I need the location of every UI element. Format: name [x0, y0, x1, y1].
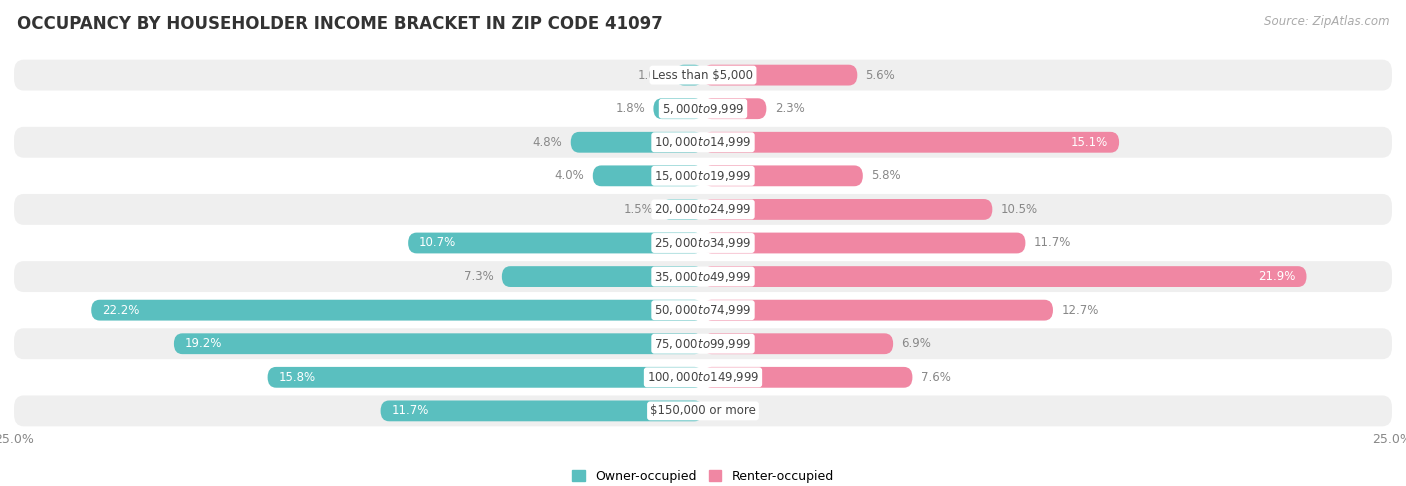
Text: 1.5%: 1.5%	[624, 203, 654, 216]
Text: 4.0%: 4.0%	[555, 169, 585, 182]
Text: 2.3%: 2.3%	[775, 102, 804, 115]
Text: 1.0%: 1.0%	[637, 69, 668, 82]
FancyBboxPatch shape	[14, 60, 1392, 90]
Text: OCCUPANCY BY HOUSEHOLDER INCOME BRACKET IN ZIP CODE 41097: OCCUPANCY BY HOUSEHOLDER INCOME BRACKET …	[17, 15, 662, 33]
Text: 7.6%: 7.6%	[921, 371, 950, 384]
Text: 10.5%: 10.5%	[1001, 203, 1038, 216]
FancyBboxPatch shape	[14, 328, 1392, 359]
Text: 12.7%: 12.7%	[1062, 304, 1098, 317]
Text: $35,000 to $49,999: $35,000 to $49,999	[654, 270, 752, 283]
Text: 7.3%: 7.3%	[464, 270, 494, 283]
FancyBboxPatch shape	[14, 127, 1392, 158]
FancyBboxPatch shape	[703, 65, 858, 86]
Text: 0.0%: 0.0%	[711, 404, 741, 417]
Text: $5,000 to $9,999: $5,000 to $9,999	[662, 102, 744, 116]
FancyBboxPatch shape	[14, 93, 1392, 124]
FancyBboxPatch shape	[14, 295, 1392, 326]
Text: $15,000 to $19,999: $15,000 to $19,999	[654, 169, 752, 183]
FancyBboxPatch shape	[571, 132, 703, 153]
Text: $25,000 to $34,999: $25,000 to $34,999	[654, 236, 752, 250]
Text: 1.8%: 1.8%	[616, 102, 645, 115]
FancyBboxPatch shape	[408, 233, 703, 253]
Text: Source: ZipAtlas.com: Source: ZipAtlas.com	[1264, 15, 1389, 28]
FancyBboxPatch shape	[267, 367, 703, 388]
Text: $150,000 or more: $150,000 or more	[650, 404, 756, 417]
FancyBboxPatch shape	[502, 266, 703, 287]
FancyBboxPatch shape	[381, 400, 703, 421]
FancyBboxPatch shape	[593, 165, 703, 186]
FancyBboxPatch shape	[14, 261, 1392, 292]
Text: 21.9%: 21.9%	[1258, 270, 1295, 283]
FancyBboxPatch shape	[14, 194, 1392, 225]
FancyBboxPatch shape	[703, 333, 893, 354]
FancyBboxPatch shape	[703, 300, 1053, 321]
Text: 15.1%: 15.1%	[1071, 136, 1108, 149]
FancyBboxPatch shape	[14, 362, 1392, 393]
Text: 5.6%: 5.6%	[866, 69, 896, 82]
Text: 15.8%: 15.8%	[278, 371, 316, 384]
Legend: Owner-occupied, Renter-occupied: Owner-occupied, Renter-occupied	[568, 465, 838, 486]
Text: Less than $5,000: Less than $5,000	[652, 69, 754, 82]
Text: 5.8%: 5.8%	[872, 169, 901, 182]
Text: 11.7%: 11.7%	[1033, 237, 1071, 249]
FancyBboxPatch shape	[14, 396, 1392, 426]
FancyBboxPatch shape	[703, 367, 912, 388]
Text: 22.2%: 22.2%	[103, 304, 139, 317]
FancyBboxPatch shape	[703, 98, 766, 119]
FancyBboxPatch shape	[662, 199, 703, 220]
Text: $50,000 to $74,999: $50,000 to $74,999	[654, 303, 752, 317]
FancyBboxPatch shape	[675, 65, 703, 86]
FancyBboxPatch shape	[703, 199, 993, 220]
Text: $20,000 to $24,999: $20,000 to $24,999	[654, 203, 752, 216]
Text: $100,000 to $149,999: $100,000 to $149,999	[647, 370, 759, 384]
FancyBboxPatch shape	[14, 160, 1392, 191]
Text: 4.8%: 4.8%	[533, 136, 562, 149]
FancyBboxPatch shape	[703, 266, 1306, 287]
FancyBboxPatch shape	[14, 227, 1392, 259]
Text: 6.9%: 6.9%	[901, 337, 931, 350]
Text: 19.2%: 19.2%	[186, 337, 222, 350]
FancyBboxPatch shape	[703, 165, 863, 186]
FancyBboxPatch shape	[703, 233, 1025, 253]
FancyBboxPatch shape	[91, 300, 703, 321]
Text: 11.7%: 11.7%	[392, 404, 429, 417]
FancyBboxPatch shape	[174, 333, 703, 354]
Text: $75,000 to $99,999: $75,000 to $99,999	[654, 337, 752, 351]
Text: 10.7%: 10.7%	[419, 237, 457, 249]
Text: $10,000 to $14,999: $10,000 to $14,999	[654, 135, 752, 149]
FancyBboxPatch shape	[703, 132, 1119, 153]
FancyBboxPatch shape	[654, 98, 703, 119]
